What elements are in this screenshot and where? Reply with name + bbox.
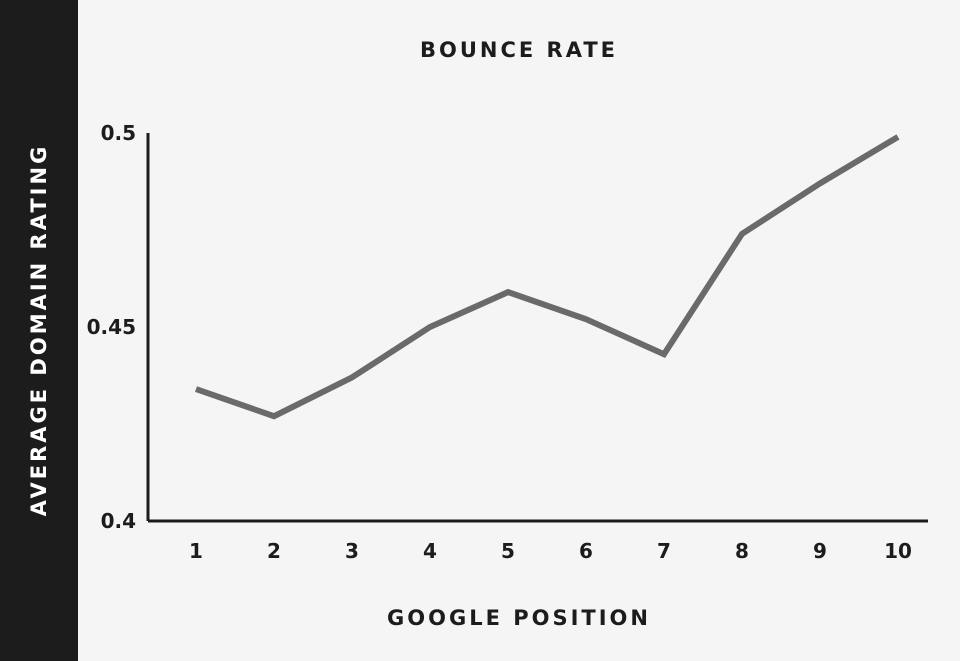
data-points [196, 137, 898, 417]
x-tick-label: 1 [189, 539, 203, 563]
x-tick-label: 9 [813, 539, 827, 563]
y-tick-label: 0.4 [101, 509, 136, 533]
x-axis-label: GOOGLE POSITION [387, 606, 651, 630]
x-tick-label: 10 [884, 539, 912, 563]
y-tick-label: 0.45 [87, 315, 136, 339]
y-tick-label: 0.5 [101, 121, 136, 145]
ylabel-band: AVERAGE DOMAIN RATING [0, 0, 78, 661]
chart-title: BOUNCE RATE [419, 38, 619, 62]
x-tick-label: 6 [579, 539, 593, 563]
x-tick-label: 8 [735, 539, 749, 563]
x-tick-label: 2 [267, 539, 281, 563]
x-tick-label: 3 [345, 539, 359, 563]
x-tick-label: 5 [501, 539, 515, 563]
x-tick-label: 4 [423, 539, 437, 563]
x-ticks: 1 2 3 4 5 6 7 8 9 10 [189, 539, 912, 563]
series-line [195, 134, 900, 420]
y-ticks: 0.4 0.45 0.5 [87, 121, 136, 533]
x-tick-label: 7 [657, 539, 671, 563]
